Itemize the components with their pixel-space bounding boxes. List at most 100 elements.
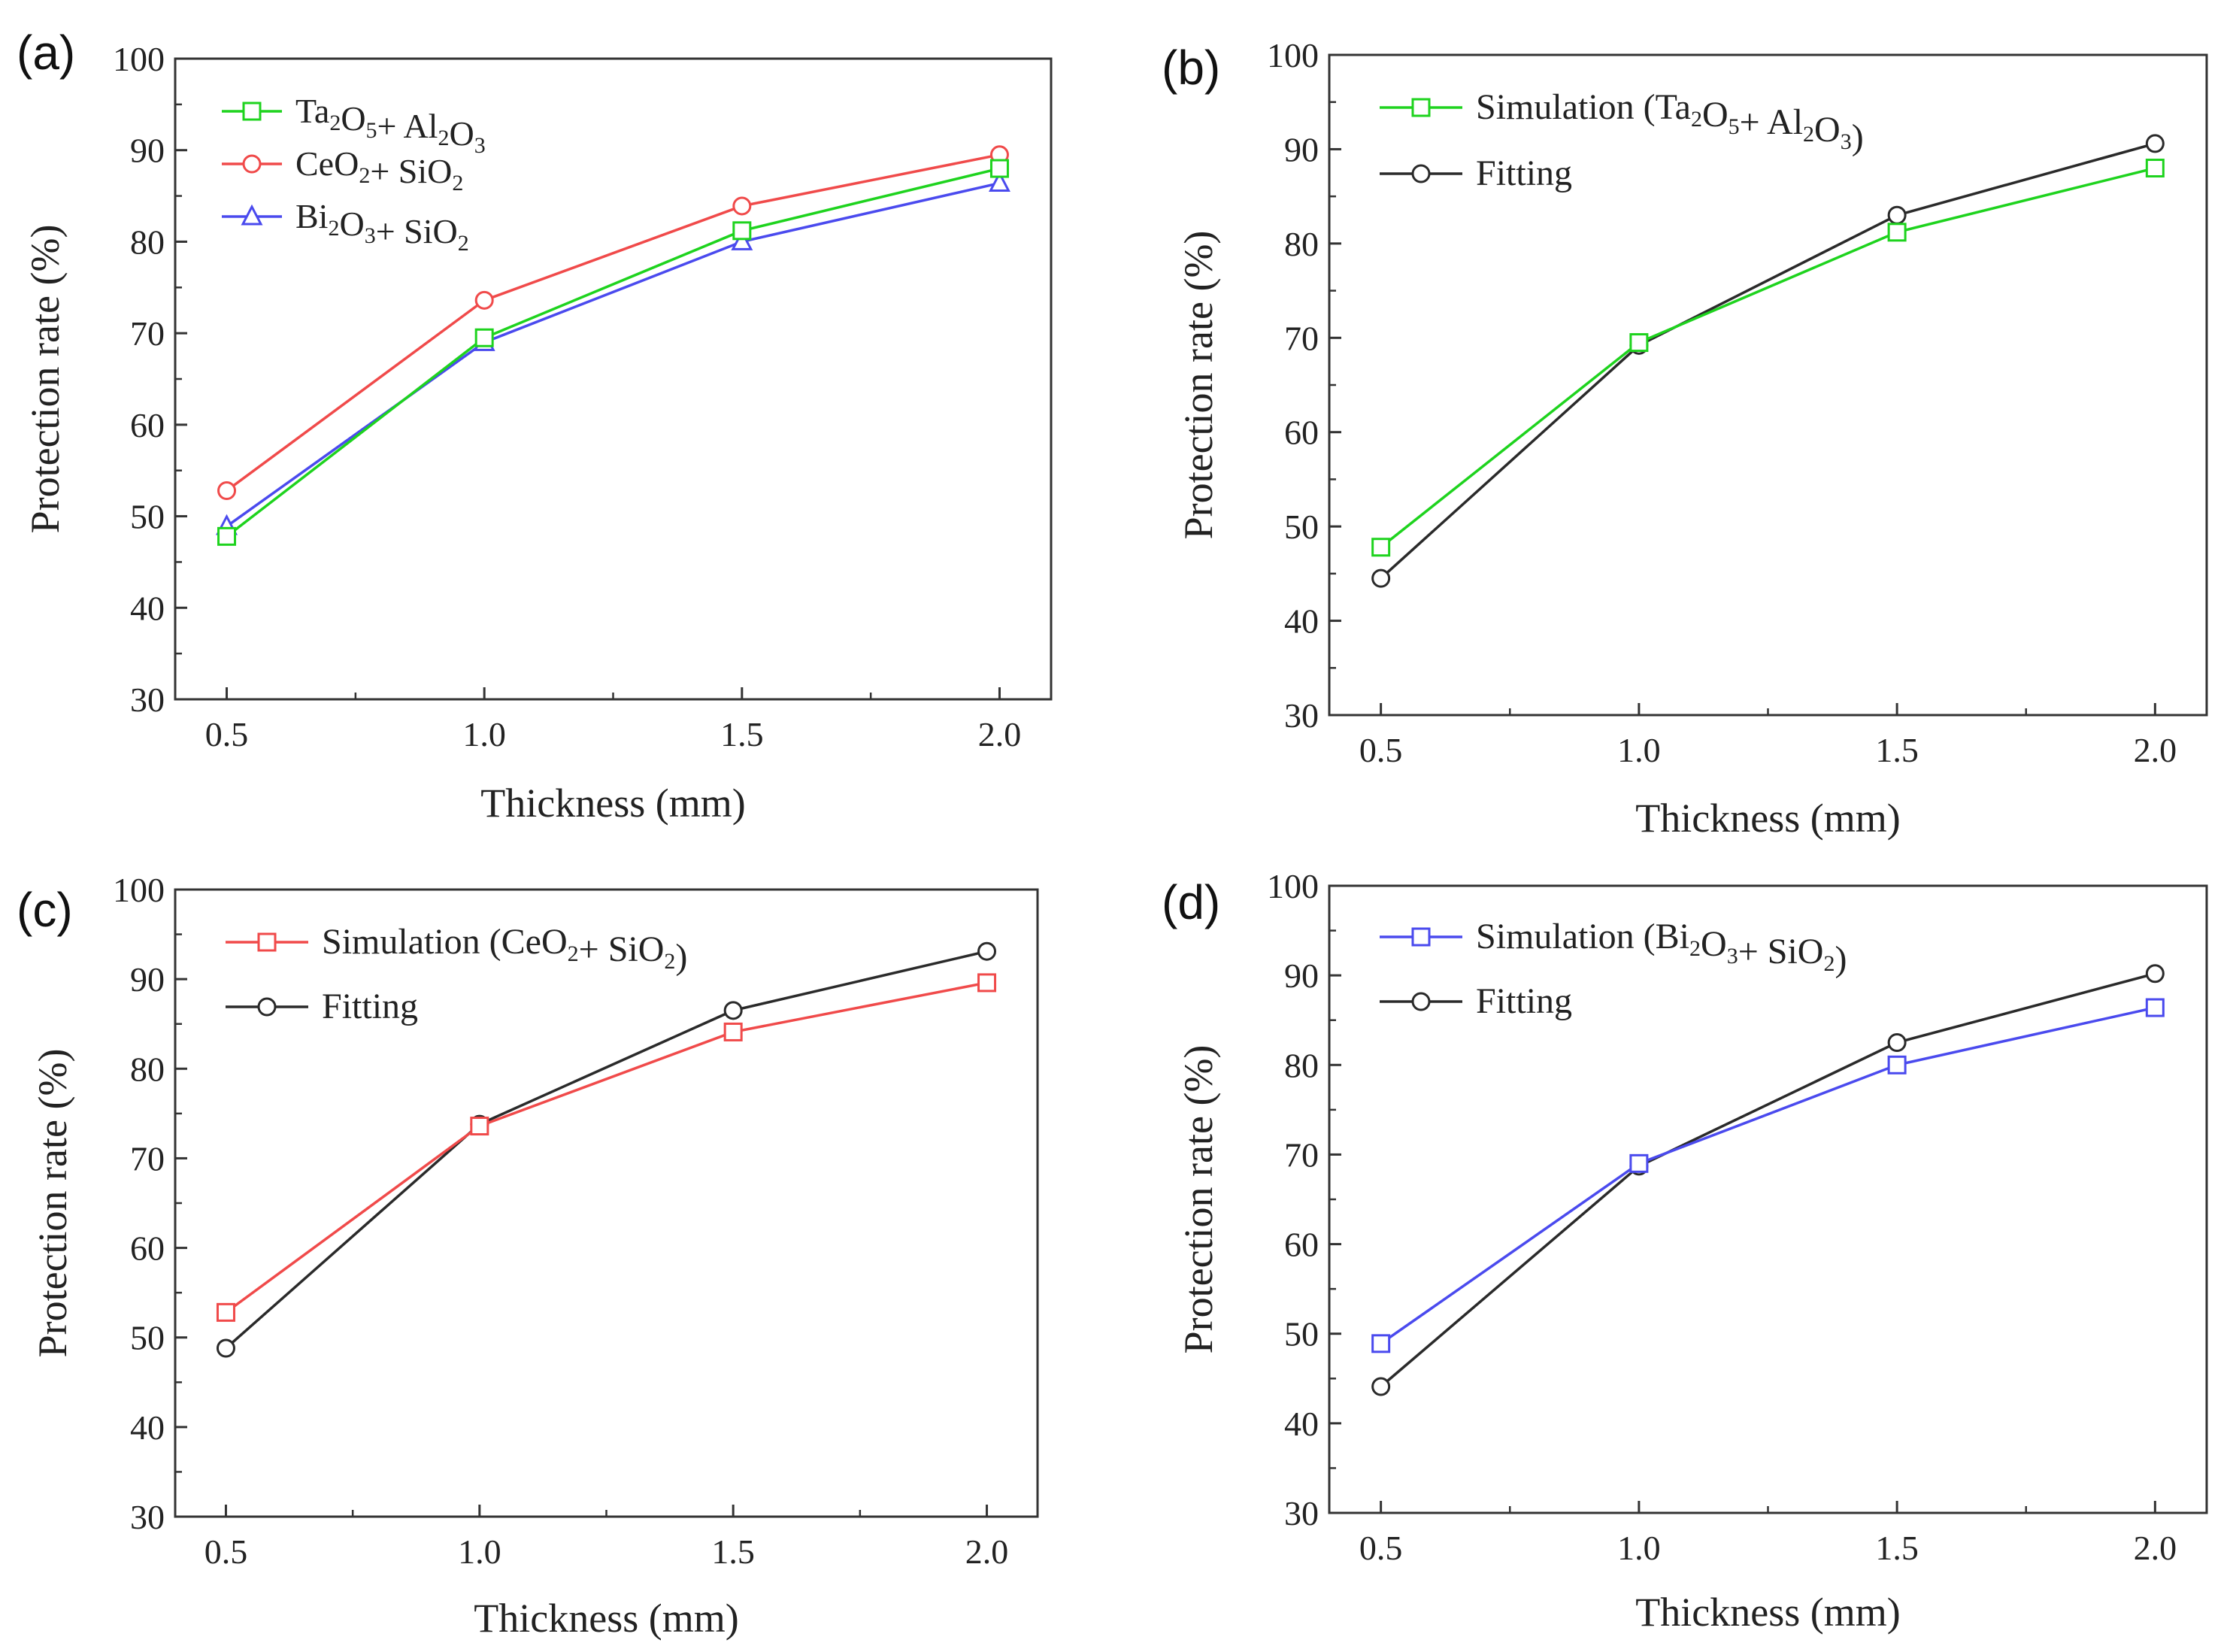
y-tick-label: 60 xyxy=(1284,414,1319,452)
x-axis-title: Thickness (mm) xyxy=(1635,796,1900,841)
legend-subscript: 2 xyxy=(329,111,341,135)
legend-text-part: ) xyxy=(1835,939,1847,979)
data-point xyxy=(977,973,997,993)
legend-text-part: O xyxy=(1701,924,1727,964)
y-tick-label: 90 xyxy=(130,960,165,999)
legend-text-part: + SiO xyxy=(1738,932,1824,971)
y-tick-label: 90 xyxy=(1284,956,1319,995)
data-point xyxy=(2145,964,2165,984)
series-line xyxy=(1380,972,2156,1388)
x-tick-label: 0.5 xyxy=(205,1532,248,1571)
data-point xyxy=(732,221,752,241)
y-tick-label: 30 xyxy=(130,681,165,719)
panel-label: (b) xyxy=(1162,41,1220,95)
data-point xyxy=(1371,538,1391,557)
legend-text-part: + Al xyxy=(377,107,438,145)
data-point xyxy=(2145,998,2165,1017)
x-tick-label: 1.0 xyxy=(1617,731,1661,769)
y-tick-label: 50 xyxy=(130,1319,165,1357)
legend-text-part: CeO xyxy=(295,144,359,183)
legend-text-part: + SiO xyxy=(579,929,665,969)
series-line xyxy=(225,981,987,1314)
data-point xyxy=(1887,205,1907,225)
y-tick-label: 70 xyxy=(130,1139,165,1178)
legend-text-part: O xyxy=(1702,95,1729,135)
legend-subscript: 2 xyxy=(1823,951,1835,976)
legend-subscript: 2 xyxy=(1803,122,1814,147)
x-axis-title: Thickness (mm) xyxy=(474,1596,738,1641)
data-point xyxy=(723,1022,743,1041)
data-point xyxy=(217,526,237,546)
y-tick-label: 70 xyxy=(1284,1135,1319,1174)
legend-text-part: O xyxy=(449,114,474,153)
chart-panel-b: (b) 30 40 50 60 70 80 90 100 0.5 1.0 1.5 2.0 Thicknes… xyxy=(1162,36,2208,841)
legend-entry: Simulation (Bi2O3+ SiO2) xyxy=(1380,917,1847,979)
legend-subscript: 3 xyxy=(1841,129,1852,154)
data-point xyxy=(1887,1055,1907,1075)
legend-text-part: Simulation (Ta xyxy=(1476,87,1691,127)
y-axis-title: Protection rate (%) xyxy=(1176,231,1221,540)
legend-label: Ta2O5+ Al2O3 xyxy=(295,92,486,158)
y-axis-title: Protection rate (%) xyxy=(30,1049,75,1358)
legend-label: Simulation (Ta2O5+ Al2O3) xyxy=(1476,87,1864,157)
data-point xyxy=(988,171,1010,192)
legend-subscript: 3 xyxy=(1727,944,1738,968)
x-tick-label: 1.0 xyxy=(458,1532,501,1571)
y-tick-label: 100 xyxy=(1267,867,1319,905)
y-tick-label: 80 xyxy=(130,223,165,261)
y-tick-label: 30 xyxy=(130,1498,165,1536)
y-tick-label: 50 xyxy=(1284,508,1319,546)
y-tick-label: 40 xyxy=(1284,1405,1319,1443)
panel-label: (d) xyxy=(1162,875,1220,929)
y-tick-label: 100 xyxy=(1267,36,1319,74)
x-tick-label: 0.5 xyxy=(205,715,249,753)
series-line xyxy=(226,167,1000,538)
legend-text-part: + Al xyxy=(1740,102,1803,142)
legend-entry: Simulation (CeO2+ SiO2) xyxy=(226,922,687,977)
data-point xyxy=(732,196,752,216)
series-fitting xyxy=(1371,964,2165,1396)
x-axis-title: Thickness (mm) xyxy=(480,781,745,826)
plot-frame xyxy=(174,888,1039,1518)
y-tick-label: 50 xyxy=(1284,1315,1319,1353)
legend-text-part: Fitting xyxy=(1476,153,1572,193)
legend-subscript: 2 xyxy=(1691,107,1702,132)
legend-label: Fitting xyxy=(1476,981,1572,1021)
y-tick-label: 90 xyxy=(130,132,165,170)
legend-marker xyxy=(1411,992,1431,1011)
y-tick-label: 70 xyxy=(1284,319,1319,357)
series-simulation-bi2o3-sio2- xyxy=(1371,998,2165,1353)
legend-entry: Ta2O5+ Al2O3 xyxy=(222,92,486,158)
data-point xyxy=(2145,159,2165,178)
legend: Simulation (Bi2O3+ SiO2)Fitting xyxy=(1380,917,1847,1021)
series-line xyxy=(1380,142,2156,580)
data-point xyxy=(474,328,494,347)
data-point xyxy=(731,229,753,250)
data-point xyxy=(216,1302,235,1322)
legend-text-part: Fitting xyxy=(1476,981,1572,1021)
legend-subscript: 2 xyxy=(458,231,469,256)
y-tick-label: 90 xyxy=(1284,130,1319,168)
x-tick-label: 1.5 xyxy=(1875,1529,1919,1567)
x-tick-label: 1.5 xyxy=(720,715,764,753)
chart-panel-c: (c) 30 40 50 60 70 80 90 100 0.5 1.0 1.5 2.0 Thicknes… xyxy=(17,871,1039,1641)
legend-label: Simulation (CeO2+ SiO2) xyxy=(322,922,687,977)
data-point xyxy=(217,480,237,500)
y-tick-label: 80 xyxy=(130,1050,165,1088)
legend-marker xyxy=(257,997,277,1017)
data-point xyxy=(1371,1377,1391,1396)
y-tick-label: 100 xyxy=(113,40,165,78)
x-tick-label: 2.0 xyxy=(2134,1529,2177,1567)
series-line xyxy=(225,950,987,1350)
legend-subscript: 2 xyxy=(359,163,370,188)
x-tick-label: 2.0 xyxy=(978,715,1022,753)
legend-text-part: O xyxy=(1814,110,1841,150)
legend-marker xyxy=(257,932,277,952)
x-tick-label: 0.5 xyxy=(1359,1529,1403,1567)
legend-label: Fitting xyxy=(322,987,418,1026)
y-tick-label: 30 xyxy=(1284,696,1319,735)
y-tick-label: 100 xyxy=(113,871,165,909)
legend-marker xyxy=(242,102,262,121)
x-tick-label: 0.5 xyxy=(1359,731,1403,769)
